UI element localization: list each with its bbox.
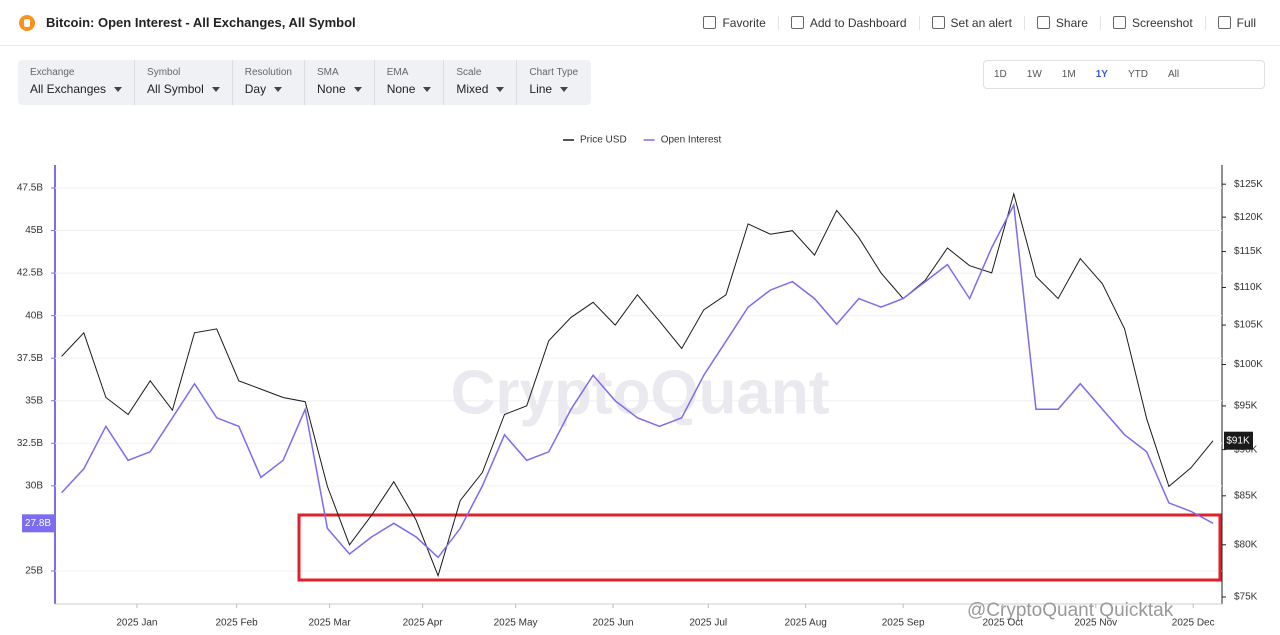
- x-tick-label: 2025 Jun: [592, 618, 633, 629]
- filter-label: Resolution: [244, 67, 292, 78]
- filter-value: None: [387, 82, 432, 96]
- filter-dropdown[interactable]: Scale Mixed: [443, 60, 516, 105]
- credit: @CryptoQuant Quicktak: [967, 600, 1174, 621]
- y2-tick-label: $115K: [1234, 246, 1263, 257]
- y2-tick-label: $120K: [1234, 212, 1263, 223]
- page-title: Bitcoin: Open Interest - All Exchanges, …: [46, 15, 356, 30]
- last-value-box: [1224, 431, 1253, 450]
- filters: Exchange All Exchanges Symbol All Symbol Res…: [18, 60, 591, 105]
- y2-tick-label: $125K: [1234, 179, 1263, 190]
- range-button[interactable]: 1D: [994, 69, 1007, 80]
- y2-tick-label: $100K: [1234, 359, 1263, 370]
- last-value-label: $91K: [1226, 435, 1250, 446]
- x-tick-label: 2025 Jul: [689, 618, 727, 629]
- filter-label: Symbol: [147, 67, 181, 78]
- filter-dropdown[interactable]: Symbol All Symbol: [134, 60, 232, 105]
- action-icon: [1217, 16, 1231, 29]
- highlight-box: [297, 513, 1222, 582]
- y-tick-label: 42.5B: [17, 268, 43, 279]
- action-label: Screenshot: [1131, 15, 1193, 30]
- range-button[interactable]: 1W: [1026, 69, 1042, 80]
- y2-tick-label: $85K: [1234, 490, 1258, 501]
- filter-label: Chart Type: [529, 67, 579, 78]
- y-tick-label: 40B: [25, 310, 43, 321]
- y-tick-label: 47.5B: [17, 183, 43, 194]
- action-label: Favorite: [722, 15, 766, 30]
- filter-value: None: [317, 82, 362, 96]
- y-tick-label: 35B: [25, 395, 43, 406]
- last-value-box: [22, 514, 55, 533]
- range-button[interactable]: 1M: [1061, 69, 1076, 80]
- y2-tick-label: $75K: [1234, 592, 1258, 603]
- watermark: CryptoQuant: [451, 358, 830, 427]
- filter-dropdown[interactable]: SMA None: [304, 60, 374, 105]
- range-selector: 1D 1W 1M 1Y YTD All: [983, 60, 1265, 89]
- action-label: Set an alert: [950, 15, 1012, 30]
- header: Bitcoin: Open Interest - All Exchanges, …: [0, 0, 1280, 46]
- action-icon: [1112, 16, 1126, 29]
- filter-value: All Exchanges: [30, 82, 122, 96]
- bitcoin-logo: [19, 14, 35, 31]
- series-line: [61, 202, 1214, 559]
- x-tick-label: 2025 Mar: [308, 618, 351, 629]
- filter-dropdown[interactable]: Exchange All Exchanges: [18, 60, 134, 105]
- action-icon: [790, 16, 804, 29]
- action-icon: [1036, 16, 1050, 29]
- action-button[interactable]: Full: [1204, 15, 1268, 30]
- action-icon: [931, 16, 945, 29]
- filter-label: Scale: [456, 67, 482, 78]
- filter-value: Line: [529, 82, 578, 96]
- filter-value: Day: [245, 82, 292, 96]
- action-button[interactable]: Set an alert: [918, 15, 1024, 30]
- y2-tick-label: $80K: [1234, 539, 1258, 550]
- x-tick-label: 2025 Apr: [403, 618, 444, 629]
- y-tick-label: 32.5B: [17, 438, 43, 449]
- y-tick-label: 25B: [25, 566, 43, 577]
- x-tick-label: 2025 Jan: [116, 618, 157, 629]
- filter-dropdown[interactable]: Chart Type Line: [516, 60, 590, 105]
- action-button[interactable]: Share: [1023, 15, 1100, 30]
- action-label: Add to Dashboard: [809, 15, 907, 30]
- action-button[interactable]: Favorite: [691, 16, 777, 30]
- y2-tick-label: $90K: [1234, 444, 1258, 455]
- filter-value: All Symbol: [147, 82, 220, 96]
- last-value-label: 27.8B: [25, 518, 51, 529]
- legend-label: Open Interest: [661, 135, 722, 146]
- legend-label: Price USD: [580, 135, 627, 146]
- y-tick-label: 30B: [25, 481, 43, 492]
- x-tick-label: 2025 Aug: [785, 618, 827, 629]
- range-button[interactable]: 1Y: [1095, 69, 1108, 80]
- x-tick-label: 2025 Oct: [982, 618, 1023, 629]
- y-tick-label: 45B: [25, 225, 43, 236]
- action-button[interactable]: Screenshot: [1099, 15, 1205, 30]
- y2-tick-label: $110K: [1234, 282, 1263, 293]
- action-icon: [703, 16, 717, 29]
- filter-value: Mixed: [456, 82, 504, 96]
- range-button[interactable]: YTD: [1127, 69, 1148, 80]
- action-label: Share: [1055, 15, 1088, 30]
- y2-tick-label: $95K: [1234, 401, 1258, 412]
- filter-label: EMA: [386, 67, 409, 78]
- filter-label: SMA: [317, 67, 339, 78]
- range-button[interactable]: All: [1167, 69, 1180, 80]
- x-tick-label: 2025 Sep: [882, 618, 925, 629]
- filter-dropdown[interactable]: Resolution Day: [231, 60, 304, 105]
- y2-tick-label: $105K: [1234, 320, 1263, 331]
- x-tick-label: 2025 Dec: [1172, 618, 1215, 629]
- action-button[interactable]: Add to Dashboard: [777, 15, 919, 30]
- y-tick-label: 37.5B: [17, 353, 43, 364]
- action-label: Full: [1236, 15, 1256, 30]
- filter-label: Exchange: [30, 67, 75, 78]
- actions: Favorite Add to Dashboard Set an alert Shar…: [691, 15, 1268, 30]
- x-tick-label: 2025 Feb: [215, 618, 258, 629]
- filter-dropdown[interactable]: EMA None: [373, 60, 444, 105]
- x-tick-label: 2025 May: [494, 618, 538, 629]
- x-tick-label: 2025 Nov: [1074, 618, 1117, 629]
- series-line: [61, 192, 1214, 578]
